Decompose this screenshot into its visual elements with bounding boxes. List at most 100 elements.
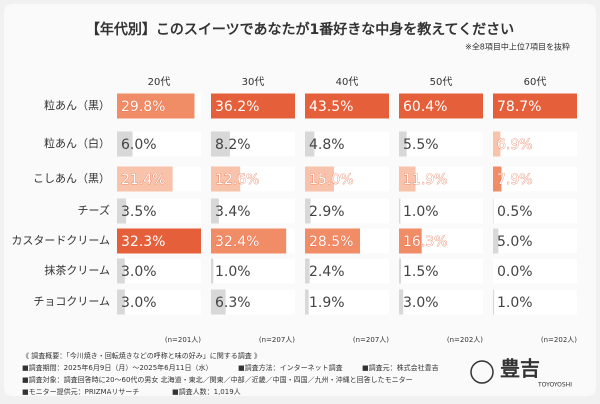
bar <box>305 166 334 192</box>
value-label: 3.0% <box>403 295 439 311</box>
logo-mark <box>470 360 494 384</box>
bar <box>117 289 125 315</box>
value-label: 28.5% <box>309 234 353 250</box>
value-label: 3.5% <box>121 204 157 220</box>
bar <box>305 93 389 119</box>
value-label: 21.4% <box>121 172 165 188</box>
logo-roman: TOYOYOSHI <box>537 382 572 389</box>
sample-size: (n=207人) <box>353 336 389 344</box>
value-label: 43.5% <box>309 99 353 115</box>
row-label: 粒あん（黒） <box>44 98 110 112</box>
bar <box>211 228 287 254</box>
cell-bg <box>493 258 577 284</box>
bar <box>493 131 501 157</box>
value-label: 2.4% <box>309 264 345 280</box>
column-header: 30代 <box>242 76 265 88</box>
bar <box>211 289 226 315</box>
note: ※全8項目中上位7項目を抜粋 <box>465 42 570 52</box>
value-label: 1.0% <box>215 264 251 280</box>
bar <box>305 258 310 284</box>
value-label: 2.9% <box>309 204 345 220</box>
bar <box>305 198 311 224</box>
cell-bg <box>117 258 201 284</box>
chart-title: 【年代別】このスイーツであなたが1番好きな中身を教えてください <box>86 21 514 38</box>
bar <box>399 289 404 315</box>
value-label: 0.5% <box>497 204 533 220</box>
cell-bg <box>305 198 389 224</box>
bar <box>399 198 401 224</box>
bar <box>117 228 201 254</box>
bar <box>399 258 402 284</box>
bar <box>211 258 214 284</box>
value-label: 29.8% <box>121 99 165 115</box>
row-label: カスタードクリーム <box>11 234 110 247</box>
bar <box>211 198 219 224</box>
cell-bg <box>399 131 483 157</box>
cell-bg <box>305 289 389 315</box>
bar <box>117 258 125 284</box>
value-label: 60.4% <box>403 99 447 115</box>
bar <box>117 166 173 192</box>
bar <box>399 93 483 119</box>
column-header: 40代 <box>336 76 359 88</box>
footer: 《 調査概要：「今川焼き・回転焼きなどの呼称と味の好み」に関する調査 》 ■調査… <box>22 351 439 396</box>
cell-bg <box>211 198 295 224</box>
bar <box>493 93 577 119</box>
cell-bg <box>399 289 483 315</box>
value-label: 1.0% <box>497 295 533 311</box>
bar <box>305 131 315 157</box>
sample-size: (n=201人) <box>165 336 201 344</box>
value-label: 6.3% <box>215 295 251 311</box>
logo-name: 豊吉 <box>500 357 540 381</box>
cell-bg <box>211 258 295 284</box>
value-label: 32.4% <box>215 234 259 250</box>
value-label: 78.7% <box>497 99 541 115</box>
bar <box>399 131 407 157</box>
column-header: 20代 <box>148 76 171 88</box>
bar <box>305 289 309 315</box>
bar <box>117 131 133 157</box>
bar <box>211 166 241 192</box>
footer-item: ■調査人数：1,019人 <box>172 387 241 396</box>
cell-bg <box>493 289 577 315</box>
row-label: 粒あん（白） <box>44 136 110 150</box>
sample-size: (n=202人) <box>447 336 483 344</box>
value-label: 5.0% <box>497 234 533 250</box>
value-label: 6.0% <box>121 137 157 153</box>
bar <box>493 228 499 254</box>
row-label: 抹茶クリーム <box>44 264 110 277</box>
footer-heading: 《 調査概要：「今川焼き・回転焼きなどの呼称と味の好み」に関する調査 》 <box>22 351 261 360</box>
bar <box>117 93 195 119</box>
footer-item: ■調査方法：インターネット調査 <box>238 363 343 372</box>
footer-item: ■調査対象：調査回答時に20～60代の男女 北海道・東北／関東／中部／近畿／中国… <box>22 375 413 384</box>
bar <box>493 198 494 224</box>
sample-size: (n=202人) <box>541 336 577 344</box>
footer-item: ■調査期間：2025年6月9日（月）～2025年6月11日（水） <box>22 363 213 372</box>
cell-bg <box>399 198 483 224</box>
value-label: 12.6% <box>215 172 259 188</box>
bar <box>211 131 231 157</box>
value-label: 7.9% <box>497 172 533 188</box>
value-label: 15.0% <box>309 172 353 188</box>
bar <box>211 93 295 119</box>
value-label: 0.0% <box>497 264 533 280</box>
bar <box>399 228 422 254</box>
value-label: 11.9% <box>403 172 447 188</box>
cell-bg <box>493 131 577 157</box>
row-label: チョコクリーム <box>33 295 110 308</box>
cell-bg <box>117 289 201 315</box>
bar <box>117 198 127 224</box>
bar <box>399 166 416 192</box>
column-header: 50代 <box>430 76 453 88</box>
bar <box>493 289 495 315</box>
cell-bg <box>117 198 201 224</box>
cell-bg <box>305 258 389 284</box>
value-label: 16.3% <box>403 234 447 250</box>
value-label: 5.5% <box>403 137 439 153</box>
sample-size: (n=207人) <box>259 336 295 344</box>
footer-item: ■モニター提供元：PRIZMAリサーチ <box>22 387 139 396</box>
bar <box>305 228 361 254</box>
row-label: チーズ <box>78 203 110 217</box>
